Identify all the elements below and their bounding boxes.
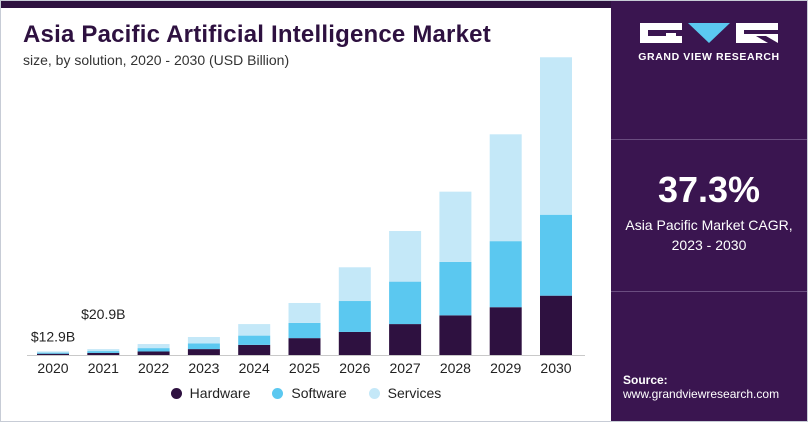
bar-services-2025 <box>288 302 321 323</box>
bar-hardware-2028 <box>439 315 472 355</box>
brand-logo: GRAND VIEW RESEARCH <box>629 23 789 73</box>
source-title: Source: <box>623 373 668 387</box>
logo-block-g-icon <box>640 23 682 43</box>
bar-services-2026 <box>338 267 371 302</box>
bar-software-2026 <box>338 301 371 332</box>
bar-hardware-2022 <box>137 351 170 355</box>
bar-hardware-2027 <box>389 324 422 355</box>
data-label-2021: $20.9B <box>81 306 125 322</box>
bar-hardware-2021 <box>87 352 120 355</box>
x-tick-label-2029: 2029 <box>490 360 521 376</box>
bar-hardware-2030 <box>540 295 572 355</box>
bar-services-2029 <box>489 134 522 242</box>
bar-software-2025 <box>288 322 321 339</box>
bar-software-2020 <box>37 352 69 354</box>
bar-software-2030 <box>540 214 572 296</box>
legend-swatch-hardware <box>170 387 182 399</box>
bar-services-2030 <box>540 57 572 215</box>
logo-block-r-icon <box>736 23 778 43</box>
bar-software-2022 <box>137 348 170 352</box>
bar-software-2024 <box>238 335 271 345</box>
cagr-label: Asia Pacific Market CAGR, 2023 - 2030 <box>611 215 807 255</box>
x-tick-label-2021: 2021 <box>88 360 119 376</box>
bar-hardware-2026 <box>338 331 371 355</box>
legend-item-software: Software <box>272 385 347 401</box>
x-tick-label-2030: 2030 <box>540 360 571 376</box>
bar-software-2027 <box>389 281 422 325</box>
bar-software-2028 <box>439 261 472 316</box>
sidebar-divider-top <box>611 139 807 140</box>
legend-label-software: Software <box>291 385 347 401</box>
bar-services-2023 <box>187 337 220 344</box>
x-tick-label-2022: 2022 <box>138 360 169 376</box>
legend-item-hardware: Hardware <box>170 385 251 401</box>
chart-subtitle: size, by solution, 2020 - 2030 (USD Bill… <box>23 52 290 68</box>
cagr-label-line2: 2023 - 2030 <box>671 237 747 253</box>
data-label-2020: $12.9B <box>31 328 75 344</box>
x-tick-label-2023: 2023 <box>188 360 219 376</box>
x-tick-label-2027: 2027 <box>390 360 421 376</box>
legend-item-services: Services <box>368 385 442 401</box>
x-tick-label-2020: 2020 <box>37 360 68 376</box>
bar-services-2028 <box>439 191 472 262</box>
x-tick-label-2026: 2026 <box>339 360 370 376</box>
bar-services-2024 <box>238 324 271 336</box>
bar-services-2021 <box>87 349 120 352</box>
bar-services-2027 <box>389 231 422 282</box>
x-tick-label-2025: 2025 <box>289 360 320 376</box>
legend-label-services: Services <box>387 385 442 401</box>
bar-services-2020 <box>37 351 69 353</box>
source-url: www.grandviewresearch.com <box>623 387 780 401</box>
stacked-bar-chart: 2020 2021 2022 2023 2024 2025 2026 2027 2028 2029… <box>27 57 585 376</box>
bar-software-2021 <box>87 351 120 353</box>
bar-software-2023 <box>187 343 220 350</box>
info-sidebar: GRAND VIEW RESEARCH 37.3% Asia Pacific M… <box>611 1 807 421</box>
x-tick-label-2028: 2028 <box>440 360 471 376</box>
top-accent-bar <box>1 1 611 8</box>
legend-label-hardware: Hardware <box>189 385 251 401</box>
legend-swatch-software <box>272 387 284 399</box>
logo-mark <box>629 23 789 43</box>
chart-panel: Asia Pacific Artificial Intelligence Mar… <box>1 1 611 421</box>
bar-services-2022 <box>137 344 170 349</box>
bar-hardware-2020 <box>37 353 69 355</box>
sidebar-divider-bottom <box>611 291 807 292</box>
bar-hardware-2023 <box>187 349 220 355</box>
brand-name: GRAND VIEW RESEARCH <box>638 51 780 63</box>
bar-hardware-2024 <box>238 344 271 355</box>
bar-hardware-2029 <box>489 307 522 355</box>
logo-block-v-icon <box>688 23 730 43</box>
chart-title: Asia Pacific Artificial Intelligence Mar… <box>23 21 491 48</box>
x-tick-label-2024: 2024 <box>239 360 270 376</box>
chart-legend: Hardware Software Services <box>1 385 611 401</box>
bar-hardware-2025 <box>288 338 321 355</box>
cagr-label-line1: Asia Pacific Market CAGR, <box>625 217 793 233</box>
source-note: Source: www.grandviewresearch.com <box>623 373 779 401</box>
legend-swatch-services <box>368 387 380 399</box>
bar-software-2029 <box>489 241 522 308</box>
cagr-value: 37.3% <box>657 169 761 210</box>
